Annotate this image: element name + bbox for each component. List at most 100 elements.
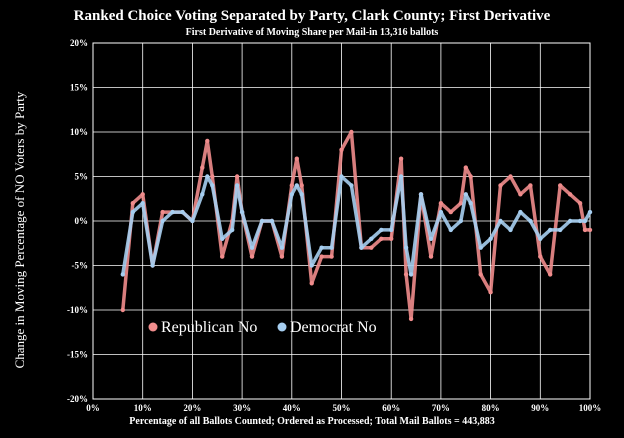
data-point bbox=[403, 245, 409, 250]
chart-subtitle: First Derivative of Moving Share per Mai… bbox=[185, 27, 439, 38]
data-point bbox=[538, 236, 543, 241]
data-point bbox=[369, 236, 374, 241]
legend-marker bbox=[277, 322, 287, 332]
data-point bbox=[319, 254, 324, 259]
data-point bbox=[408, 272, 414, 277]
data-point bbox=[120, 272, 126, 277]
legend-label: Democrat No bbox=[290, 319, 377, 336]
x-tick-label: 80% bbox=[482, 403, 500, 413]
data-point bbox=[587, 227, 593, 233]
x-tick-label: 20% bbox=[183, 403, 201, 413]
data-point bbox=[582, 227, 588, 233]
data-point bbox=[528, 183, 533, 188]
series-layer bbox=[120, 129, 593, 322]
data-point bbox=[130, 201, 135, 206]
data-point bbox=[249, 254, 255, 259]
data-point bbox=[234, 183, 240, 188]
y-tick-label: 20% bbox=[70, 38, 88, 48]
data-point bbox=[468, 201, 473, 206]
data-point bbox=[528, 218, 533, 224]
data-point bbox=[180, 209, 185, 215]
data-point bbox=[428, 254, 434, 259]
data-point bbox=[140, 201, 145, 206]
data-point bbox=[577, 201, 583, 206]
data-point bbox=[389, 236, 394, 241]
data-point bbox=[478, 272, 483, 277]
data-point bbox=[403, 272, 409, 277]
data-point bbox=[398, 174, 404, 179]
data-point bbox=[398, 156, 404, 161]
data-point bbox=[359, 245, 364, 250]
data-point bbox=[200, 165, 205, 170]
data-point bbox=[379, 236, 384, 241]
x-tick-label: 30% bbox=[233, 403, 251, 413]
data-point bbox=[518, 209, 523, 215]
data-point bbox=[448, 227, 453, 233]
data-point bbox=[458, 201, 463, 206]
data-point bbox=[205, 138, 210, 144]
y-tick-label: 5% bbox=[75, 172, 89, 182]
y-tick-label: 0% bbox=[75, 216, 89, 226]
data-point bbox=[294, 156, 299, 161]
data-point bbox=[379, 227, 384, 233]
series-line bbox=[121, 130, 592, 321]
y-tick-label: 10% bbox=[70, 127, 88, 137]
data-point bbox=[582, 218, 588, 224]
x-tick-label: 60% bbox=[382, 403, 400, 413]
data-point bbox=[200, 192, 205, 197]
data-point bbox=[130, 209, 135, 215]
data-point bbox=[339, 147, 344, 152]
data-point bbox=[160, 218, 165, 224]
data-point bbox=[279, 254, 285, 259]
data-point bbox=[567, 192, 573, 197]
data-point bbox=[408, 316, 414, 322]
series-republican bbox=[120, 129, 593, 322]
tick-labels: 20%15%10%5%0%-5%-10%-15%-20%0% 10% 20% 30% 4… bbox=[67, 38, 601, 413]
data-point bbox=[389, 227, 394, 233]
data-point bbox=[190, 218, 195, 224]
y-tick-label: -5% bbox=[72, 261, 89, 271]
data-point bbox=[518, 192, 523, 197]
data-point bbox=[498, 183, 503, 188]
data-point bbox=[299, 192, 304, 197]
x-tick-label: 10% bbox=[134, 403, 152, 413]
data-point bbox=[120, 307, 126, 313]
data-point bbox=[249, 245, 255, 250]
data-point bbox=[210, 174, 215, 179]
data-point bbox=[160, 209, 165, 215]
y-tick-label: -15% bbox=[67, 350, 88, 360]
y-tick-label: 15% bbox=[70, 83, 88, 93]
data-point bbox=[349, 129, 354, 135]
legend: Republican No Democrat No bbox=[148, 319, 377, 336]
data-point bbox=[369, 245, 374, 250]
x-tick-label: 50% bbox=[333, 403, 351, 413]
data-point bbox=[234, 174, 240, 179]
data-point bbox=[329, 254, 334, 259]
data-point bbox=[329, 245, 334, 250]
data-point bbox=[538, 254, 543, 259]
data-point bbox=[210, 183, 215, 188]
data-point bbox=[418, 192, 424, 197]
data-point bbox=[339, 174, 344, 179]
data-point bbox=[150, 263, 155, 268]
data-point bbox=[558, 183, 563, 188]
data-point bbox=[558, 227, 563, 233]
data-point bbox=[548, 272, 553, 277]
data-point bbox=[587, 209, 593, 215]
data-point bbox=[488, 236, 493, 241]
data-point bbox=[239, 209, 245, 215]
data-point bbox=[498, 218, 503, 224]
x-tick-label: 90% bbox=[531, 403, 549, 413]
data-point bbox=[269, 218, 275, 224]
data-point bbox=[294, 183, 299, 188]
data-point bbox=[448, 209, 453, 215]
data-point bbox=[478, 245, 483, 250]
data-point bbox=[463, 192, 468, 197]
y-tick-label: -10% bbox=[67, 305, 88, 315]
data-point bbox=[140, 192, 145, 197]
x-tick-label: 40% bbox=[283, 403, 301, 413]
data-point bbox=[220, 254, 225, 259]
chart-title: Ranked Choice Voting Separated by Party,… bbox=[73, 8, 551, 24]
x-axis-label: Percentage of all Ballots Counted; Order… bbox=[129, 416, 495, 427]
